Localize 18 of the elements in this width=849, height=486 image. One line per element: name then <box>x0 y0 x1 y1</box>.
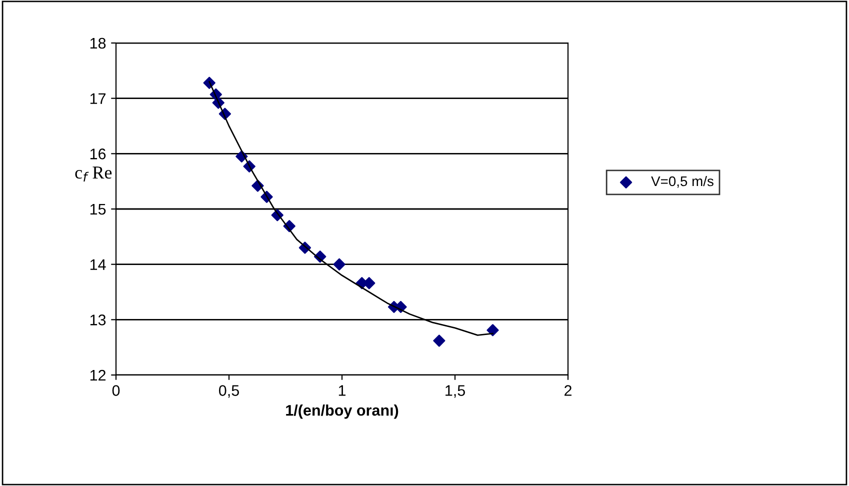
x-tick-label: 2 <box>564 385 572 396</box>
x-tick-label: 1 <box>338 385 346 396</box>
x-tick-label: 0,5 <box>218 385 239 398</box>
x-tick-label: 1,5 <box>446 385 465 398</box>
x-tick-label: 0 <box>112 385 120 396</box>
point <box>333 258 346 270</box>
y-tick-label: 16 <box>90 148 106 160</box>
y-tick-label: 14 <box>90 259 106 270</box>
y-tick-label: 12 <box>90 370 106 381</box>
point <box>433 334 446 347</box>
x-axis-title: 1/(en/boy oranı) <box>286 404 398 419</box>
y-tick-label: 18 <box>90 38 106 49</box>
y-tick-label: 13 <box>90 314 106 326</box>
y-tick-label: 15 <box>90 204 106 215</box>
legend-label: V=0,5 m/s <box>651 176 714 188</box>
point <box>486 324 499 336</box>
y-axis-title: c$_{f}$ Re <box>75 166 112 182</box>
y-tick-label: 17 <box>90 93 106 104</box>
